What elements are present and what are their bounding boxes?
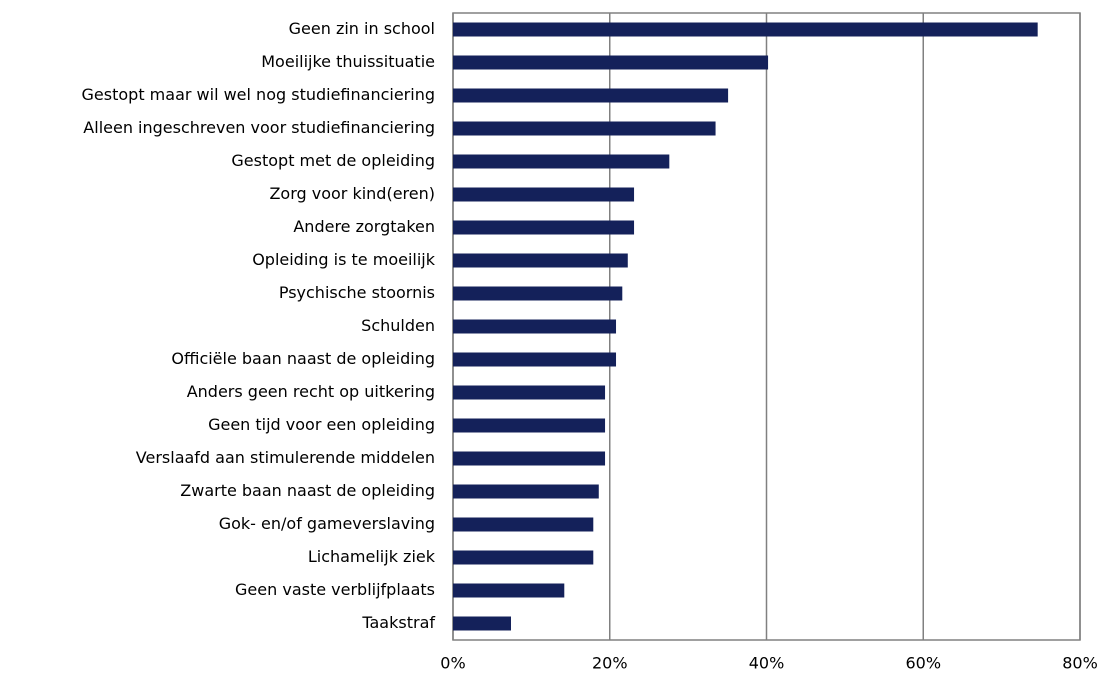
y-tick-label: Alleen ingeschreven voor studiefinancier… (83, 118, 435, 137)
y-tick-label: Verslaafd aan stimulerende middelen (136, 448, 435, 467)
bar (453, 286, 623, 301)
bar (453, 220, 635, 235)
bar (453, 121, 716, 136)
bar (453, 418, 606, 433)
bar (453, 22, 1038, 37)
y-tick-label: Zwarte baan naast de opleiding (180, 481, 435, 500)
bar (453, 319, 617, 334)
y-tick-label: Opleiding is te moeilijk (252, 250, 436, 269)
y-tick-label: Taakstraf (361, 613, 435, 632)
y-tick-label: Gok- en/of gameverslaving (219, 514, 435, 533)
bar (453, 55, 769, 70)
y-tick-label: Gestopt met de opleiding (231, 151, 435, 170)
x-tick-label: 0% (440, 654, 465, 673)
y-tick-label: Anders geen recht op uitkering (187, 382, 435, 401)
y-tick-label: Officiële baan naast de opleiding (171, 349, 435, 368)
bar (453, 154, 670, 169)
y-tick-label: Geen tijd voor een opleiding (208, 415, 435, 434)
bar (453, 484, 599, 499)
y-tick-label: Lichamelijk ziek (308, 547, 436, 566)
y-tick-label: Moeilijke thuissituatie (261, 52, 435, 71)
bar (453, 451, 606, 466)
bar (453, 583, 565, 598)
bar (453, 616, 511, 631)
x-tick-label: 60% (905, 654, 941, 673)
y-tick-label: Gestopt maar wil wel nog studiefinancier… (82, 85, 435, 104)
y-tick-label: Geen vaste verblijfplaats (235, 580, 435, 599)
bar (453, 550, 594, 565)
bar (453, 187, 635, 202)
y-tick-label: Geen zin in school (289, 19, 435, 38)
bar (453, 88, 729, 103)
y-tick-label: Andere zorgtaken (293, 217, 435, 236)
x-tick-label: 20% (592, 654, 628, 673)
y-tick-label: Zorg voor kind(eren) (269, 184, 435, 203)
bar (453, 352, 617, 367)
bar (453, 253, 628, 268)
y-tick-label: Schulden (361, 316, 435, 335)
x-tick-label: 80% (1062, 654, 1098, 673)
bar (453, 517, 594, 532)
bar (453, 385, 606, 400)
x-tick-label: 40% (749, 654, 785, 673)
y-tick-label: Psychische stoornis (279, 283, 435, 302)
